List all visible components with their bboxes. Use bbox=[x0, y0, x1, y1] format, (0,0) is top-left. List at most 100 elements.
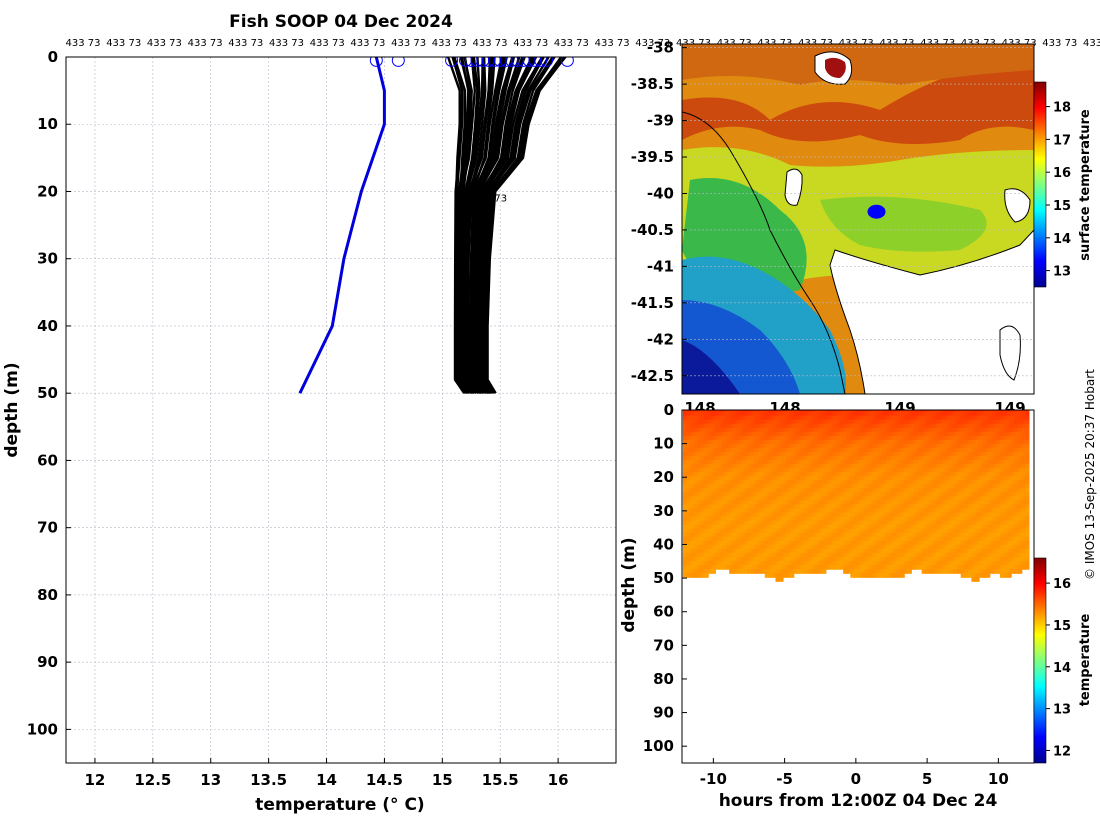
section-point bbox=[882, 552, 887, 558]
section-point bbox=[992, 564, 998, 570]
section-point bbox=[793, 532, 798, 538]
section-point bbox=[722, 472, 727, 477]
section-point bbox=[725, 439, 731, 445]
section-point bbox=[967, 560, 973, 566]
section-point bbox=[782, 488, 788, 494]
section-point bbox=[846, 476, 852, 481]
section-point bbox=[950, 532, 955, 538]
section-point bbox=[739, 564, 745, 570]
section-point bbox=[975, 504, 980, 510]
section-point bbox=[711, 452, 716, 457]
section-point bbox=[789, 560, 795, 566]
section-point bbox=[957, 456, 962, 461]
section-point bbox=[1003, 532, 1009, 538]
section-point bbox=[850, 419, 855, 425]
section-point bbox=[928, 504, 934, 510]
section-point bbox=[878, 524, 884, 530]
section-point bbox=[1024, 556, 1030, 562]
section-point bbox=[804, 500, 809, 506]
section-point bbox=[761, 520, 766, 526]
section-point bbox=[764, 435, 770, 441]
section-point bbox=[925, 500, 930, 506]
section-point bbox=[821, 569, 827, 574]
section-point bbox=[804, 548, 809, 554]
repeat-label: 433 73 bbox=[1042, 38, 1077, 49]
section-point bbox=[921, 560, 927, 566]
section-point bbox=[992, 524, 998, 530]
section-point bbox=[700, 524, 706, 530]
section-point bbox=[814, 410, 820, 413]
section-point bbox=[789, 460, 795, 465]
section-point bbox=[1017, 500, 1023, 506]
section-point bbox=[836, 536, 841, 542]
section-point bbox=[750, 520, 756, 526]
section-point bbox=[768, 443, 773, 449]
section-point bbox=[704, 415, 709, 421]
section-point bbox=[693, 500, 699, 506]
section-point bbox=[704, 564, 709, 570]
section-point bbox=[882, 468, 887, 473]
section-point bbox=[693, 480, 699, 485]
section-point bbox=[910, 564, 916, 570]
section-point bbox=[893, 456, 898, 461]
section-point bbox=[932, 468, 937, 473]
section-point bbox=[875, 560, 880, 566]
section-point bbox=[964, 544, 969, 550]
section-point bbox=[821, 476, 827, 481]
section-point bbox=[942, 488, 948, 494]
section-point bbox=[804, 556, 809, 562]
section-point bbox=[900, 456, 905, 461]
section-point bbox=[711, 556, 716, 562]
section-point bbox=[1010, 423, 1016, 429]
colorbar-tick-label: 18 bbox=[1053, 101, 1071, 116]
section-point bbox=[707, 468, 713, 473]
section-point bbox=[757, 423, 763, 429]
section-point bbox=[992, 468, 998, 473]
section-point bbox=[1003, 484, 1009, 490]
section-point bbox=[1014, 496, 1019, 502]
section-point bbox=[714, 415, 720, 421]
section-point bbox=[889, 540, 895, 546]
section-point bbox=[718, 516, 724, 522]
section-point bbox=[690, 439, 695, 445]
section-point bbox=[782, 516, 788, 522]
section-point bbox=[978, 415, 984, 421]
section-point bbox=[732, 512, 738, 518]
section-point bbox=[775, 569, 781, 574]
section-point bbox=[722, 439, 727, 445]
section-point bbox=[989, 508, 994, 514]
section-point bbox=[821, 468, 827, 473]
section-point bbox=[857, 427, 862, 433]
section-point bbox=[999, 472, 1005, 477]
section-point bbox=[957, 528, 962, 534]
section-point bbox=[828, 560, 834, 566]
section-point bbox=[925, 411, 930, 417]
section-y-tick-label: 80 bbox=[653, 670, 674, 688]
section-point bbox=[1007, 520, 1012, 526]
section-point bbox=[843, 419, 848, 425]
section-point bbox=[989, 423, 994, 429]
section-point bbox=[975, 468, 980, 473]
section-point bbox=[771, 431, 777, 437]
section-y-tick-label: 90 bbox=[653, 704, 674, 722]
section-point bbox=[903, 447, 909, 453]
section-point bbox=[682, 476, 688, 481]
section-point bbox=[999, 540, 1005, 546]
section-point bbox=[754, 439, 759, 445]
section-point bbox=[789, 540, 795, 546]
section-point bbox=[693, 435, 699, 441]
section-point bbox=[985, 456, 991, 461]
section-point bbox=[939, 516, 944, 522]
section-point bbox=[928, 431, 934, 437]
section-point bbox=[893, 504, 898, 510]
section-point bbox=[1021, 480, 1026, 485]
section-point bbox=[764, 508, 770, 514]
section-point bbox=[893, 435, 898, 441]
section-point bbox=[736, 435, 741, 441]
section-point bbox=[935, 560, 941, 566]
section-point bbox=[779, 500, 784, 506]
section-point bbox=[903, 439, 909, 445]
section-point bbox=[814, 560, 820, 566]
section-point bbox=[807, 439, 813, 445]
section-point bbox=[850, 468, 855, 473]
